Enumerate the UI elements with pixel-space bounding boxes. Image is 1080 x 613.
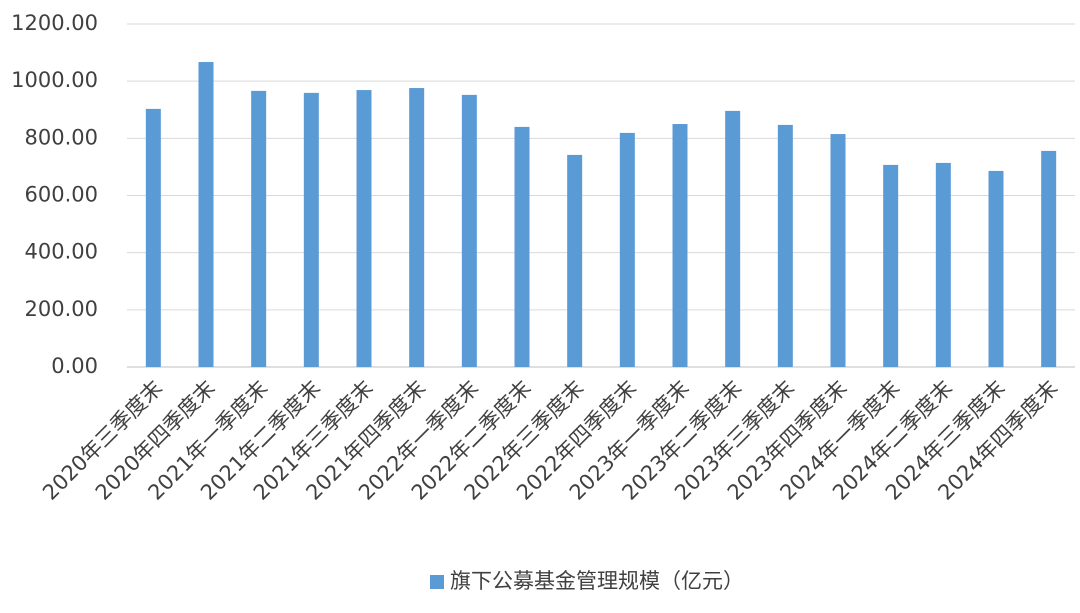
- bar: [725, 110, 741, 367]
- y-tick-label: 800.00: [25, 125, 98, 149]
- bar: [1041, 150, 1057, 367]
- bar: [830, 134, 846, 367]
- bar: [145, 108, 161, 367]
- bar: [619, 132, 635, 367]
- legend-swatch: [430, 575, 444, 589]
- bar: [409, 88, 425, 367]
- bar: [567, 154, 583, 367]
- bar: [251, 90, 267, 367]
- bar: [883, 164, 899, 367]
- y-tick-label: 400.00: [25, 240, 98, 264]
- bar: [935, 162, 951, 367]
- y-tick-label: 0.00: [51, 354, 98, 378]
- y-tick-label: 200.00: [25, 297, 98, 321]
- bar: [356, 90, 372, 367]
- y-tick-label: 600.00: [25, 183, 98, 207]
- y-tick-label: 1000.00: [11, 68, 98, 92]
- bar: [461, 94, 477, 368]
- bar: [514, 126, 530, 368]
- y-tick-label: 1200.00: [11, 11, 98, 35]
- bar: [198, 62, 214, 367]
- bar: [777, 124, 793, 367]
- bar: [303, 92, 319, 367]
- bar: [672, 124, 688, 368]
- legend-label: 旗下公募基金管理规模（亿元）: [450, 569, 744, 593]
- bar: [988, 170, 1004, 367]
